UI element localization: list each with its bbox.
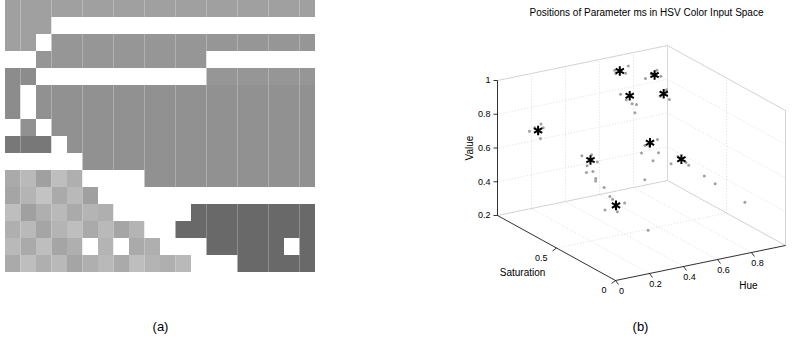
svg-text:0.2: 0.2 — [478, 210, 491, 220]
svg-text:Saturation: Saturation — [500, 267, 546, 278]
svg-text:0.5: 0.5 — [535, 253, 548, 263]
svg-text:1: 1 — [485, 75, 490, 85]
svg-text:0.4: 0.4 — [478, 177, 491, 187]
svg-text:0.8: 0.8 — [751, 258, 764, 268]
svg-text:0: 0 — [619, 286, 624, 296]
svg-text:(b): (b) — [633, 319, 649, 334]
svg-text:0.6: 0.6 — [478, 143, 491, 153]
svg-text:Value: Value — [464, 135, 475, 160]
svg-text:(a): (a) — [153, 319, 169, 334]
svg-text:Hue: Hue — [739, 280, 758, 291]
svg-text:0.6: 0.6 — [717, 265, 730, 275]
svg-text:0: 0 — [601, 285, 606, 295]
svg-text:0.4: 0.4 — [683, 272, 696, 282]
svg-text:0.2: 0.2 — [649, 279, 662, 289]
svg-text:Positions of Parameter ms in H: Positions of Parameter ms in HSV Color I… — [530, 7, 764, 18]
svg-text:0.8: 0.8 — [478, 109, 491, 119]
